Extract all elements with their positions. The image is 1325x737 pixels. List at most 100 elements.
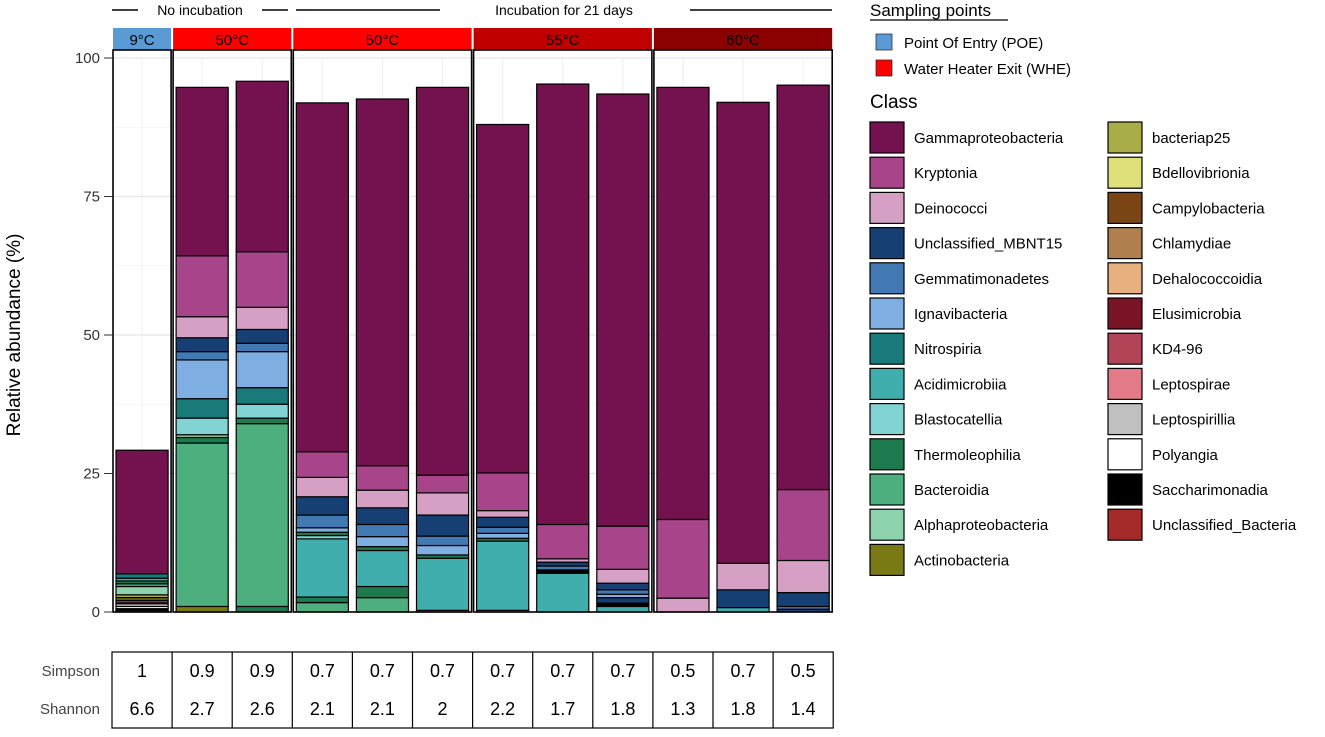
bar-segment-ignavibacteria bbox=[415, 544, 470, 556]
class-legend-swatch bbox=[869, 191, 905, 224]
bar-stack-6 bbox=[415, 86, 470, 613]
bar-segment-ignavibacteria bbox=[476, 532, 530, 539]
y-tick-label: 50 bbox=[83, 327, 100, 344]
group-strip bbox=[653, 28, 833, 50]
group-strip bbox=[113, 28, 172, 50]
table-cell: 2.7 bbox=[190, 699, 215, 719]
bar-segment-acidimicrobiia bbox=[536, 572, 590, 613]
bar-segment-gammaproteobacteria bbox=[656, 86, 710, 521]
table-cell: 6.6 bbox=[130, 699, 155, 719]
class-legend-label: Campylobacteria bbox=[1152, 200, 1265, 217]
table-cell: 1 bbox=[137, 661, 147, 681]
bar-stack-8 bbox=[536, 83, 590, 613]
class-legend-swatch bbox=[869, 156, 905, 189]
bar-segment-gammaproteobacteria bbox=[536, 83, 590, 526]
class-legend-label: bacteriap25 bbox=[1152, 130, 1230, 147]
bar-segment-acidimicrobiia bbox=[476, 540, 530, 611]
no-incubation-label: No incubation bbox=[157, 2, 243, 18]
bar-segment-gammaproteobacteria bbox=[596, 93, 650, 527]
bar-segment-actinobacteria bbox=[175, 605, 229, 613]
bar-stack-2 bbox=[175, 86, 229, 613]
bar-segment-unclassified-mbnt15 bbox=[355, 507, 410, 526]
class-legend-label: Actinobacteria bbox=[914, 552, 1010, 569]
group-panel bbox=[172, 49, 293, 613]
bar-segment-blastocatellia bbox=[235, 403, 289, 419]
class-legend-label: Elusimicrobia bbox=[1152, 306, 1242, 323]
bar-segment-deinococci bbox=[355, 489, 410, 509]
class-legend-label: Dehalococcoidia bbox=[1152, 271, 1263, 288]
bar-segment-acidimicrobiia bbox=[415, 557, 470, 611]
class-legend-swatch bbox=[1107, 191, 1143, 224]
bar-segment-kryptonia bbox=[355, 465, 410, 491]
bar-segment-bacteroidia bbox=[295, 601, 349, 613]
bar-segment-kryptonia bbox=[536, 523, 590, 560]
bar-segment-kryptonia bbox=[656, 518, 710, 599]
class-legend-swatch bbox=[1107, 332, 1143, 365]
group-strip bbox=[293, 28, 472, 50]
table-cell: 2.1 bbox=[310, 699, 335, 719]
bar-segment-kryptonia bbox=[596, 525, 650, 570]
class-legend-label: Gemmatimonadetes bbox=[914, 271, 1049, 288]
bar-segment-alphaproteobacteria bbox=[115, 585, 169, 596]
group-panel bbox=[653, 49, 834, 613]
bar-segment-acidimicrobiia bbox=[295, 538, 349, 598]
bar-segment-ignavibacteria bbox=[175, 359, 229, 400]
group-label: 55°C bbox=[546, 32, 580, 49]
bar-segment-deinococci bbox=[295, 476, 349, 498]
table-cell: 2.2 bbox=[490, 699, 515, 719]
bar-segment-gemmatimonadetes bbox=[476, 526, 530, 534]
table-cell: 0.7 bbox=[610, 661, 635, 681]
bar-segment-deinococci bbox=[716, 562, 770, 591]
class-legend-swatch bbox=[869, 297, 905, 330]
bar-segment-unclassified-mbnt15 bbox=[596, 582, 650, 591]
class-legend-swatch bbox=[1107, 121, 1143, 154]
bar-segment-unclassified-mbnt15 bbox=[235, 328, 289, 344]
class-legend-swatch bbox=[1107, 367, 1143, 400]
class-legend-swatch bbox=[869, 438, 905, 471]
table-cell: 1.7 bbox=[550, 699, 575, 719]
bar-stack-12 bbox=[776, 84, 830, 613]
class-legend-swatch bbox=[1107, 403, 1143, 436]
table-cell: 0.9 bbox=[190, 661, 215, 681]
bar-segment-kryptonia bbox=[415, 474, 470, 494]
class-legend-swatch bbox=[869, 508, 905, 541]
bar-segment-ignavibacteria bbox=[295, 527, 349, 533]
bar-segment-deinococci bbox=[596, 568, 650, 584]
bar-stack-10 bbox=[656, 86, 710, 613]
y-tick-label: 0 bbox=[92, 604, 100, 621]
class-legend-swatch bbox=[1107, 508, 1143, 541]
bar-segment-deinococci bbox=[476, 510, 530, 518]
class-legend-label: Bacteroidia bbox=[914, 482, 990, 499]
bar-segment-thermoleophilia bbox=[235, 605, 289, 613]
y-axis-label: Relative abundance (%) bbox=[4, 234, 25, 437]
bar-segment-gemmatimonadetes bbox=[235, 342, 289, 353]
class-legend-label: Acidimicrobiia bbox=[914, 376, 1007, 393]
class-legend-swatch bbox=[1107, 297, 1143, 330]
bar-segment-unclassified-mbnt15 bbox=[175, 337, 229, 353]
bar-segment-unclassified-mbnt15 bbox=[776, 592, 830, 608]
table-cell: 1.3 bbox=[670, 699, 695, 719]
class-legend-swatch bbox=[869, 403, 905, 436]
bar-segment-gemmatimonadetes bbox=[355, 523, 410, 538]
bar-segment-deinococci bbox=[415, 492, 470, 516]
class-legend-swatch bbox=[869, 543, 905, 577]
bar-segment-kryptonia bbox=[235, 251, 289, 308]
bar-segment-unclassified-mbnt15 bbox=[476, 516, 530, 528]
table-row-label: Shannon bbox=[40, 701, 100, 718]
class-legend-swatch bbox=[1107, 473, 1143, 506]
bar-segment-gammaproteobacteria bbox=[415, 86, 470, 476]
bar-segment-gammaproteobacteria bbox=[115, 449, 169, 575]
bar-segment-kryptonia bbox=[295, 451, 349, 478]
class-legend-swatch bbox=[1107, 227, 1143, 260]
group-strip bbox=[173, 28, 292, 50]
class-legend-swatch bbox=[1107, 438, 1143, 471]
class-legend-label: Ignavibacteria bbox=[914, 306, 1008, 323]
bar-segment-kryptonia bbox=[776, 488, 830, 562]
bar-segment-gammaproteobacteria bbox=[476, 123, 530, 474]
table-cell: 0.5 bbox=[670, 661, 695, 681]
bar-segment-deinococci bbox=[776, 559, 830, 594]
sampling-legend-label: Water Heater Exit (WHE) bbox=[904, 61, 1071, 78]
table-cell: 0.7 bbox=[490, 661, 515, 681]
bar-segment-ignavibacteria bbox=[235, 351, 289, 389]
table-cell: 0.7 bbox=[310, 661, 335, 681]
